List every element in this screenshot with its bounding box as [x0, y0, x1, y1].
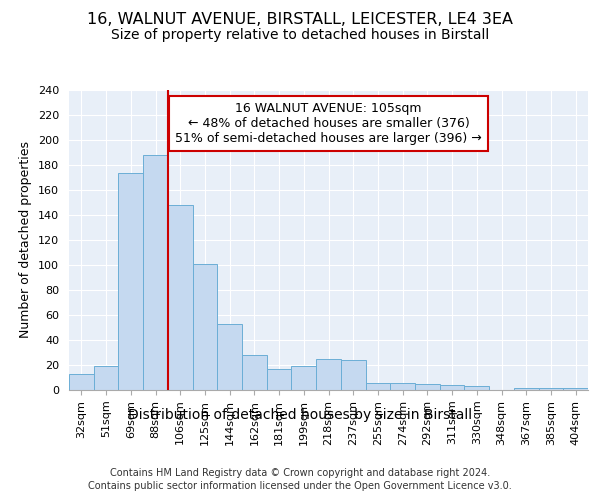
Bar	[69, 374, 94, 390]
Text: 16 WALNUT AVENUE: 105sqm
← 48% of detached houses are smaller (376)
51% of semi-: 16 WALNUT AVENUE: 105sqm ← 48% of detach…	[175, 102, 482, 145]
Bar	[267, 369, 292, 390]
Bar	[341, 360, 365, 390]
Text: 16, WALNUT AVENUE, BIRSTALL, LEICESTER, LE4 3EA: 16, WALNUT AVENUE, BIRSTALL, LEICESTER, …	[87, 12, 513, 28]
Bar	[118, 172, 143, 390]
Bar	[563, 388, 588, 390]
Text: Contains public sector information licensed under the Open Government Licence v3: Contains public sector information licen…	[88, 481, 512, 491]
Bar	[94, 366, 118, 390]
Bar	[390, 382, 415, 390]
Bar	[464, 386, 489, 390]
Bar	[143, 155, 168, 390]
Text: Size of property relative to detached houses in Birstall: Size of property relative to detached ho…	[111, 28, 489, 42]
Bar	[539, 388, 563, 390]
Bar	[217, 324, 242, 390]
Bar	[292, 366, 316, 390]
Bar	[514, 388, 539, 390]
Text: Contains HM Land Registry data © Crown copyright and database right 2024.: Contains HM Land Registry data © Crown c…	[110, 468, 490, 477]
Bar	[365, 382, 390, 390]
Bar	[440, 385, 464, 390]
Bar	[242, 355, 267, 390]
Bar	[193, 264, 217, 390]
Bar	[316, 359, 341, 390]
Y-axis label: Number of detached properties: Number of detached properties	[19, 142, 32, 338]
Text: Distribution of detached houses by size in Birstall: Distribution of detached houses by size …	[128, 408, 472, 422]
Bar	[415, 384, 440, 390]
Bar	[168, 205, 193, 390]
